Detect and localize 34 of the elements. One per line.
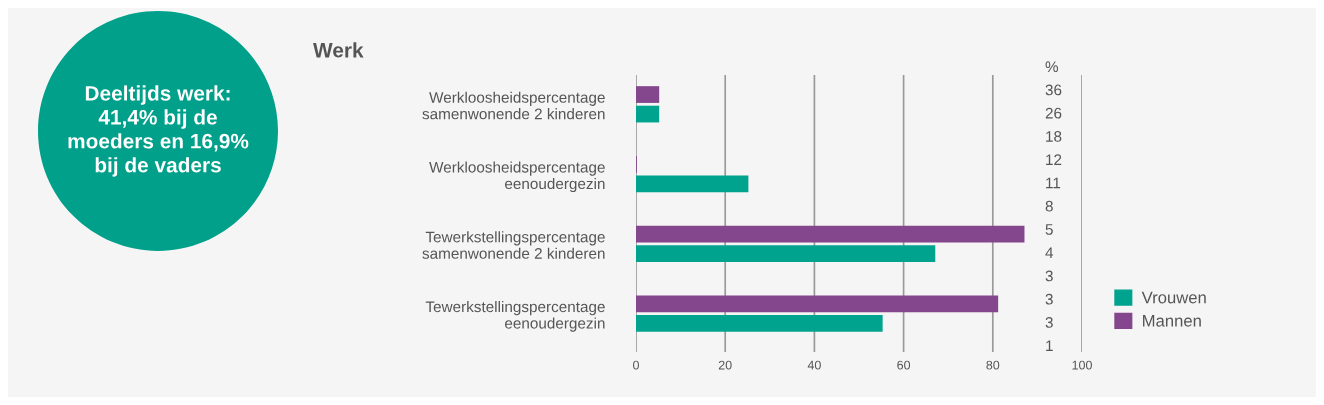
x-tick-label: 80: [986, 360, 1000, 370]
x-tick-label: 0: [633, 360, 639, 370]
annotation: 3: [1045, 270, 1053, 282]
x-tick-label: 40: [807, 360, 821, 370]
annotation: 36: [1045, 84, 1062, 96]
bar: [636, 105, 660, 123]
legend-label: Mannen: [1143, 315, 1201, 327]
bar: [636, 315, 883, 332]
annotation: 26: [1045, 107, 1062, 119]
legend-label: Vrouwen: [1141, 291, 1206, 304]
text: Werk: [313, 42, 364, 58]
y-tick-label: Werkloosheidspercentage eenoudergezin: [429, 161, 605, 193]
x-tick-label: 20: [718, 360, 732, 370]
annotation: 18: [1046, 131, 1062, 142]
annotation: 11: [1046, 177, 1061, 189]
text: %: [1045, 61, 1059, 73]
bar: [636, 225, 1025, 243]
x-tick-label: 100: [1072, 360, 1092, 370]
annotation: 5: [1045, 224, 1053, 235]
text: Deeltijds werk: 41,4% bij de moeders en 16,9% bij de vaders: [68, 85, 249, 177]
y-tick-label: Tewerkstellingspercentage samenwonende 2 kinderen: [422, 231, 605, 259]
bar: [636, 295, 999, 313]
annotation: 3: [1045, 317, 1053, 328]
bar: [636, 175, 749, 193]
annotation: 1: [1046, 340, 1053, 351]
y-tick-label: Tewerkstellingspercentage eenoudergezin: [425, 300, 605, 332]
bar: [636, 86, 660, 103]
annotation: 3: [1045, 293, 1053, 305]
y-tick-label: Werkloosheidspercentage samenwonende 2 kinderen: [422, 91, 605, 120]
annotation: 4: [1045, 247, 1054, 258]
annotation: 8: [1045, 200, 1053, 212]
annotation: 12: [1046, 154, 1062, 165]
x-tick-label: 60: [897, 360, 911, 370]
bar: [636, 245, 936, 262]
